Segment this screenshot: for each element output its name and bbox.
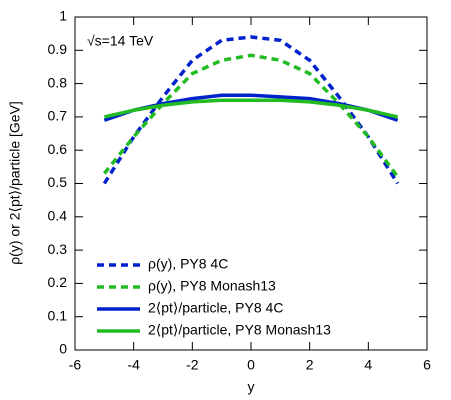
legend-label: ρ(y), PY8 4C [148, 256, 228, 272]
y-tick-label: 0.5 [48, 174, 68, 190]
y-tick-label: 0.4 [48, 208, 68, 224]
y-tick-label: 0.7 [48, 108, 68, 124]
y-tick-label: 0 [59, 341, 67, 357]
series-line [102, 35, 400, 185]
y-tick-label: 0.2 [48, 274, 68, 290]
x-tick-label: 4 [364, 357, 372, 373]
series-line [102, 53, 400, 178]
x-tick-label: 6 [423, 357, 431, 373]
x-tick-label: -2 [186, 357, 199, 373]
legend-label: ρ(y), PY8 Monash13 [148, 278, 276, 294]
legend-label: 2⟨pt⟩/particle, PY8 Monash13 [148, 322, 331, 338]
x-tick-label: 0 [247, 357, 255, 373]
y-tick-label: 0.9 [48, 41, 68, 57]
x-tick-label: 2 [306, 357, 314, 373]
series-line [103, 98, 399, 119]
x-tick-label: -4 [127, 357, 140, 373]
y-tick-label: 0.8 [48, 74, 68, 90]
y-axis-label: ρ(y) or 2⟨pt⟩/particle [GeV] [7, 101, 23, 265]
legend-label: 2⟨pt⟩/particle, PY8 4C [148, 300, 283, 316]
y-tick-label: 0.6 [48, 141, 68, 157]
y-tick-label: 0.3 [48, 241, 68, 257]
annotation: √s=14 TeV [87, 33, 154, 49]
x-tick-label: -6 [69, 357, 82, 373]
x-axis-label: y [248, 379, 255, 395]
y-tick-label: 1 [59, 8, 67, 24]
y-tick-label: 0.1 [48, 307, 68, 323]
